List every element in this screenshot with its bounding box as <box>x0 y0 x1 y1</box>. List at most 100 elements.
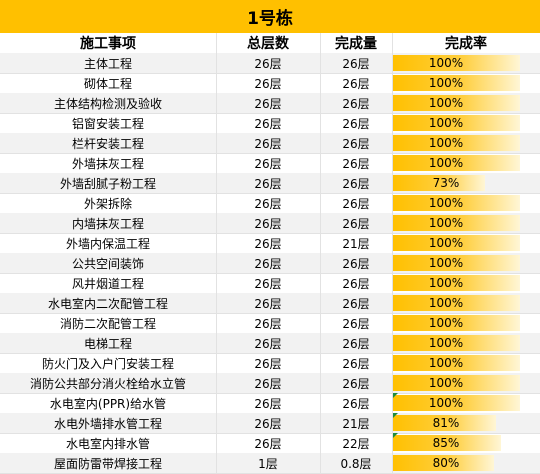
completed-cell[interactable]: 21层 <box>342 416 370 431</box>
rate-cell[interactable]: 100% <box>392 253 540 273</box>
rate-cell[interactable]: 80% <box>392 453 540 473</box>
rate-cell[interactable]: 100% <box>392 213 540 233</box>
header-total-floors[interactable]: 总层数 <box>247 36 289 52</box>
completed-cell[interactable]: 26层 <box>342 356 370 371</box>
total-floors-cell[interactable]: 26层 <box>254 256 282 271</box>
rate-cell[interactable]: 100% <box>392 193 540 213</box>
total-floors-cell[interactable]: 26层 <box>254 96 282 111</box>
table-row: 风井烟道工程 26层 26层 100% <box>0 273 540 294</box>
task-cell[interactable]: 水电室内排水管 <box>65 436 150 451</box>
rate-cell[interactable]: 100% <box>392 393 540 413</box>
completed-cell[interactable]: 22层 <box>342 436 370 451</box>
total-floors-cell[interactable]: 26层 <box>254 56 282 71</box>
task-cell[interactable]: 铝窗安装工程 <box>71 116 144 131</box>
rate-label: 100% <box>428 56 464 70</box>
sheet-title[interactable]: 1号栋 <box>0 0 540 34</box>
rate-cell[interactable]: 100% <box>392 313 540 333</box>
total-floors-cell[interactable]: 26层 <box>254 416 282 431</box>
progress-bar <box>392 275 520 291</box>
table-row: 水电室内二次配管工程 26层 26层 100% <box>0 293 540 314</box>
rate-cell[interactable]: 100% <box>392 373 540 393</box>
total-floors-cell[interactable]: 26层 <box>254 276 282 291</box>
completed-cell[interactable]: 26层 <box>342 256 370 271</box>
task-cell[interactable]: 消防公共部分消火栓给水立管 <box>29 376 186 391</box>
total-floors-cell[interactable]: 26层 <box>254 436 282 451</box>
total-floors-cell[interactable]: 26层 <box>254 236 282 251</box>
total-floors-cell[interactable]: 1层 <box>258 456 278 471</box>
total-floors-cell[interactable]: 26层 <box>254 316 282 331</box>
total-floors-cell[interactable]: 26层 <box>254 336 282 351</box>
rate-cell[interactable]: 85% <box>392 433 540 453</box>
completed-cell[interactable]: 26层 <box>342 56 370 71</box>
completed-cell[interactable]: 26层 <box>342 116 370 131</box>
rate-cell[interactable]: 100% <box>392 273 540 293</box>
completed-cell[interactable]: 26层 <box>342 76 370 91</box>
task-cell[interactable]: 外墙刮腻子粉工程 <box>59 176 156 191</box>
task-cell[interactable]: 公共空间装饰 <box>71 256 144 271</box>
completed-cell[interactable]: 26层 <box>342 336 370 351</box>
total-floors-cell[interactable]: 26层 <box>254 376 282 391</box>
completed-cell[interactable]: 26层 <box>342 196 370 211</box>
rate-cell[interactable]: 100% <box>392 153 540 173</box>
total-floors-cell[interactable]: 26层 <box>254 116 282 131</box>
completed-cell[interactable]: 26层 <box>342 176 370 191</box>
header-task[interactable]: 施工事项 <box>80 36 136 52</box>
total-floors-cell[interactable]: 26层 <box>254 216 282 231</box>
table-row: 防火门及入户门安装工程 26层 26层 100% <box>0 353 540 374</box>
task-cell[interactable]: 风井烟道工程 <box>71 276 144 291</box>
table-row: 水电外墙排水管工程 26层 21层 81% <box>0 413 540 434</box>
table-row: 水电室内(PPR)给水管 26层 26层 100% <box>0 393 540 414</box>
table-row: 消防二次配管工程 26层 26层 100% <box>0 313 540 334</box>
total-floors-cell[interactable]: 26层 <box>254 156 282 171</box>
completed-cell[interactable]: 26层 <box>342 276 370 291</box>
rate-label: 100% <box>428 216 464 230</box>
task-cell[interactable]: 水电外墙排水管工程 <box>53 416 162 431</box>
total-floors-cell[interactable]: 26层 <box>254 396 282 411</box>
task-cell[interactable]: 砌体工程 <box>83 76 132 91</box>
completed-cell[interactable]: 0.8层 <box>340 456 372 471</box>
task-cell[interactable]: 外墙抹灰工程 <box>71 156 144 171</box>
completed-cell[interactable]: 26层 <box>342 96 370 111</box>
task-cell[interactable]: 主体工程 <box>83 56 132 71</box>
task-cell[interactable]: 消防二次配管工程 <box>59 316 156 331</box>
rate-cell[interactable]: 100% <box>392 333 540 353</box>
total-floors-cell[interactable]: 26层 <box>254 356 282 371</box>
rate-cell[interactable]: 100% <box>392 93 540 113</box>
rate-cell[interactable]: 81% <box>392 413 540 433</box>
completed-cell[interactable]: 26层 <box>342 216 370 231</box>
completed-cell[interactable]: 26层 <box>342 376 370 391</box>
rate-cell[interactable]: 100% <box>392 53 540 73</box>
task-cell[interactable]: 主体结构检测及验收 <box>53 96 162 111</box>
rate-cell[interactable]: 100% <box>392 353 540 373</box>
total-floors-cell[interactable]: 26层 <box>254 136 282 151</box>
completed-cell[interactable]: 26层 <box>342 316 370 331</box>
rate-cell[interactable]: 100% <box>392 293 540 313</box>
rate-cell[interactable]: 100% <box>392 133 540 153</box>
task-cell[interactable]: 外架拆除 <box>83 196 132 211</box>
header-completed[interactable]: 完成量 <box>335 36 377 52</box>
task-cell[interactable]: 水电室内二次配管工程 <box>47 296 168 311</box>
rate-cell[interactable]: 100% <box>392 113 540 133</box>
total-floors-cell[interactable]: 26层 <box>254 76 282 91</box>
task-cell[interactable]: 水电室内(PPR)给水管 <box>49 396 167 411</box>
completed-cell[interactable]: 26层 <box>342 136 370 151</box>
rate-cell[interactable]: 73% <box>392 173 540 193</box>
completed-cell[interactable]: 26层 <box>342 296 370 311</box>
task-cell[interactable]: 防火门及入户门安装工程 <box>41 356 174 371</box>
total-floors-cell[interactable]: 26层 <box>254 196 282 211</box>
task-cell[interactable]: 栏杆安装工程 <box>71 136 144 151</box>
task-cell[interactable]: 电梯工程 <box>83 336 132 351</box>
rate-cell[interactable]: 100% <box>392 73 540 93</box>
progress-bar <box>392 75 520 91</box>
completed-cell[interactable]: 26层 <box>342 396 370 411</box>
completed-cell[interactable]: 21层 <box>342 236 370 251</box>
rate-cell[interactable]: 100% <box>392 233 540 253</box>
task-cell[interactable]: 外墙内保温工程 <box>65 236 150 251</box>
completed-cell[interactable]: 26层 <box>342 156 370 171</box>
total-floors-cell[interactable]: 26层 <box>254 176 282 191</box>
task-cell[interactable]: 内墙抹灰工程 <box>71 216 144 231</box>
header-rate[interactable]: 完成率 <box>445 36 487 52</box>
total-floors-cell[interactable]: 26层 <box>254 296 282 311</box>
task-cell[interactable]: 屋面防雷带焊接工程 <box>53 456 162 471</box>
table-row: 电梯工程 26层 26层 100% <box>0 333 540 354</box>
